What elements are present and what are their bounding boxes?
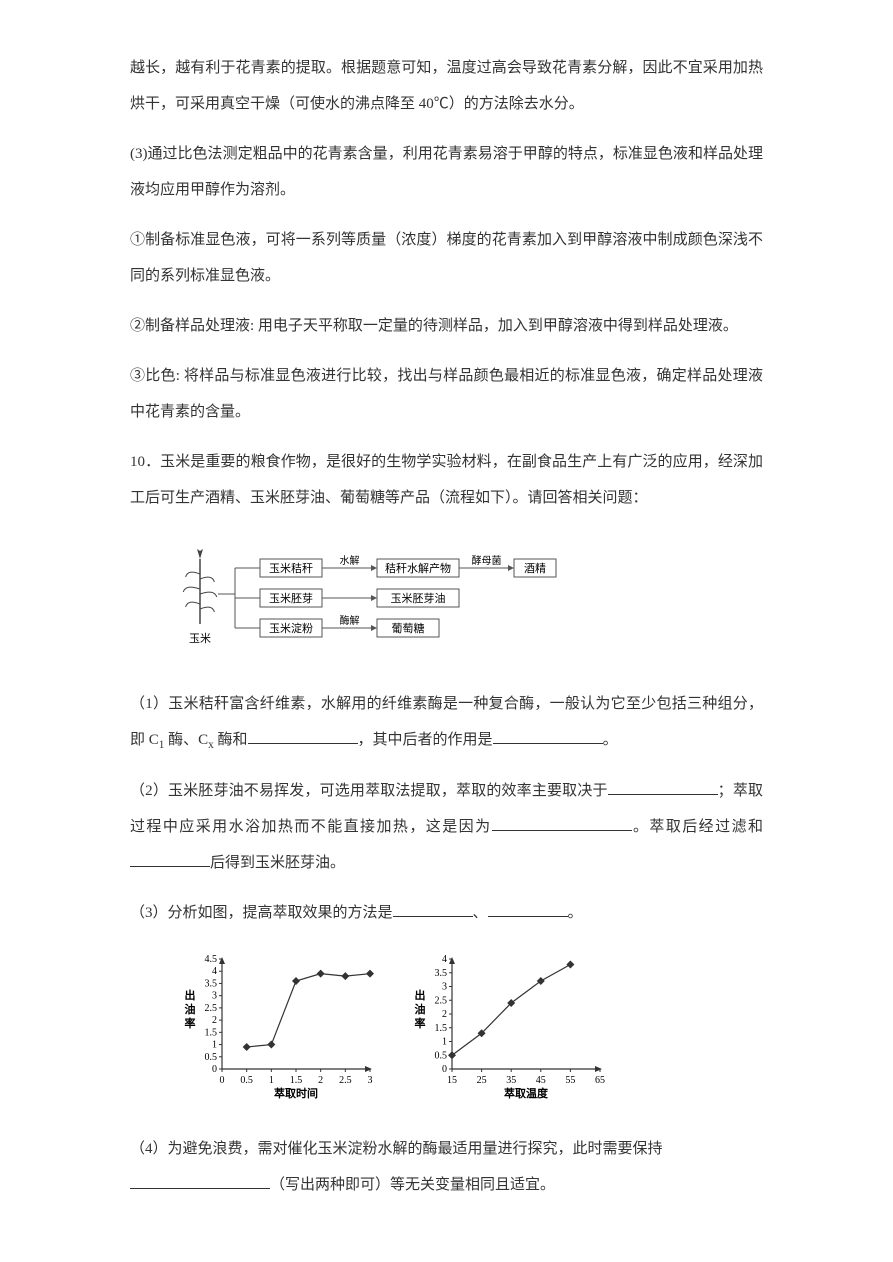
- svg-text:2.5: 2.5: [339, 1075, 352, 1086]
- flow-svg: 玉米 玉米秸秆 水解秸秆水解产物 酵母菌酒精玉米胚芽 玉米胚芽油玉米淀粉 酶解葡萄糖: [180, 534, 660, 654]
- svg-text:酒精: 酒精: [524, 562, 546, 575]
- blank-input: [493, 729, 603, 744]
- q1-mid1: 酶、C: [164, 732, 208, 748]
- paragraph-2: (3)通过比色法测定粗品中的花青素含量，利用花青素易溶于甲醇的特点，标准显色液和…: [130, 136, 763, 208]
- paragraph-4: ②制备样品处理液: 用电子天平称取一定量的待测样品，加入到甲醇溶液中得到样品处理…: [130, 308, 763, 344]
- svg-text:1: 1: [212, 1040, 217, 1051]
- blank-input: [130, 1174, 270, 1189]
- svg-text:0.5: 0.5: [435, 1050, 448, 1061]
- svg-text:1: 1: [442, 1037, 447, 1048]
- svg-text:1.5: 1.5: [435, 1023, 448, 1034]
- svg-text:35: 35: [506, 1075, 516, 1086]
- svg-text:25: 25: [477, 1075, 487, 1086]
- blank-input: [488, 902, 568, 917]
- svg-text:玉米胚芽: 玉米胚芽: [269, 591, 313, 605]
- chart-2-svg: 0 0.5 1 1.5 2 2.5 3 3.5 4 15 25 35 45 55 65 出油率萃取温度: [410, 949, 610, 1099]
- svg-text:0: 0: [442, 1064, 447, 1075]
- blank-input: [393, 902, 473, 917]
- svg-text:率: 率: [415, 1016, 426, 1030]
- chart-1-svg: 00.511.522.533.544.500.511.522.53出油率萃取时间: [180, 949, 380, 1099]
- svg-text:酶解: 酶解: [340, 614, 360, 627]
- question-4: （4）为避免浪费，需对催化玉米淀粉水解的酶最适用量进行探究，此时需要保持 （写出两…: [130, 1131, 763, 1203]
- svg-text:4: 4: [212, 966, 217, 977]
- svg-text:3: 3: [212, 991, 217, 1002]
- paragraph-1: 越长，越有利于花青素的提取。根据题意可知，温度过高会导致花青素分解，因此不宜采用…: [130, 50, 763, 122]
- svg-text:3: 3: [442, 982, 447, 993]
- blank-input: [130, 852, 210, 867]
- svg-text:玉米胚芽油: 玉米胚芽油: [391, 591, 446, 605]
- q2-pre: （2）玉米胚芽油不易挥发，可选用萃取法提取，萃取的效率主要取决于: [130, 783, 608, 799]
- svg-text:2: 2: [318, 1075, 323, 1086]
- q4-pre: （4）为避免浪费，需对催化玉米淀粉水解的酶最适用量进行探究，此时需要保持: [130, 1141, 663, 1157]
- svg-text:水解: 水解: [340, 554, 360, 567]
- q3-pre: （3）分析如图，提高萃取效果的方法是: [130, 905, 393, 921]
- svg-text:1.5: 1.5: [205, 1027, 218, 1038]
- svg-text:0: 0: [220, 1075, 225, 1086]
- svg-text:2.5: 2.5: [205, 1003, 218, 1014]
- svg-text:1.5: 1.5: [290, 1075, 303, 1086]
- flow-diagram: 玉米 玉米秸秆 水解秸秆水解产物 酵母菌酒精玉米胚芽 玉米胚芽油玉米淀粉 酶解葡萄糖: [180, 534, 763, 668]
- svg-text:玉米淀粉: 玉米淀粉: [269, 621, 313, 635]
- svg-text:率: 率: [185, 1016, 196, 1030]
- chart-2-box: 0 0.5 1 1.5 2 2.5 3 3.5 4 15 25 35 45 55 65 出油率萃取温度: [410, 949, 610, 1113]
- q3-end: 。: [568, 905, 583, 921]
- paragraph-3: ①制备标准显色液，可将一系列等质量（浓度）梯度的花青素加入到甲醇溶液中制成颜色深…: [130, 222, 763, 294]
- question-2: （2）玉米胚芽油不易挥发，可选用萃取法提取，萃取的效率主要取决于；萃取过程中应采…: [130, 773, 763, 881]
- q1-mid2: 酶和: [214, 732, 248, 748]
- svg-text:0.5: 0.5: [240, 1075, 253, 1086]
- svg-text:葡萄糖: 葡萄糖: [392, 621, 425, 635]
- q4-mid: （写出两种即可）等无关变量相同且适宜。: [270, 1177, 555, 1193]
- svg-text:15: 15: [447, 1075, 457, 1086]
- svg-text:酵母菌: 酵母菌: [472, 555, 502, 567]
- blank-input: [492, 816, 632, 831]
- paragraph-6: 10．玉米是重要的粮食作物，是很好的生物学实验材料，在副食品生产上有广泛的应用，…: [130, 444, 763, 516]
- question-1: （1）玉米秸秆富含纤维素，水解用的纤维素酶是一种复合酶，一般认为它至少包括三种组…: [130, 686, 763, 759]
- svg-text:2: 2: [442, 1009, 447, 1020]
- q1-end: 。: [603, 732, 618, 748]
- svg-text:0.5: 0.5: [205, 1052, 218, 1063]
- q2-end: 后得到玉米胚芽油。: [210, 855, 345, 871]
- paragraph-5: ③比色: 将样品与标准显色液进行比较，找出与样品颜色最相近的标准显色液，确定样品…: [130, 358, 763, 430]
- blank-input: [608, 780, 718, 795]
- svg-text:出: 出: [415, 988, 426, 1002]
- svg-text:3.5: 3.5: [435, 968, 448, 979]
- q3-sep: 、: [473, 905, 488, 921]
- svg-text:0: 0: [212, 1064, 217, 1075]
- svg-text:4: 4: [442, 954, 447, 965]
- svg-text:4.5: 4.5: [205, 954, 218, 965]
- svg-text:萃取时间: 萃取时间: [274, 1086, 318, 1099]
- svg-text:萃取温度: 萃取温度: [504, 1086, 549, 1099]
- svg-text:45: 45: [536, 1075, 546, 1086]
- svg-text:1: 1: [269, 1075, 274, 1086]
- svg-text:2: 2: [212, 1015, 217, 1026]
- blank-input: [248, 729, 358, 744]
- svg-text:玉米秸秆: 玉米秸秆: [269, 562, 313, 575]
- svg-text:油: 油: [185, 1002, 196, 1016]
- q2-mid2: 。萃取后经过滤和: [632, 819, 763, 835]
- charts-row: 00.511.522.533.544.500.511.522.53出油率萃取时间…: [180, 949, 763, 1113]
- svg-text:65: 65: [595, 1075, 605, 1086]
- q1-mid3: ，其中后者的作用是: [358, 732, 493, 748]
- svg-text:玉米: 玉米: [189, 632, 211, 645]
- svg-text:出: 出: [185, 988, 196, 1002]
- svg-text:3.5: 3.5: [205, 978, 218, 989]
- svg-text:3: 3: [368, 1075, 373, 1086]
- svg-text:油: 油: [415, 1002, 426, 1016]
- chart-1-box: 00.511.522.533.544.500.511.522.53出油率萃取时间: [180, 949, 380, 1113]
- svg-text:55: 55: [565, 1075, 575, 1086]
- svg-text:2.5: 2.5: [435, 995, 448, 1006]
- question-3: （3）分析如图，提高萃取效果的方法是 、 。: [130, 895, 763, 931]
- svg-text:秸秆水解产物: 秸秆水解产物: [385, 561, 451, 575]
